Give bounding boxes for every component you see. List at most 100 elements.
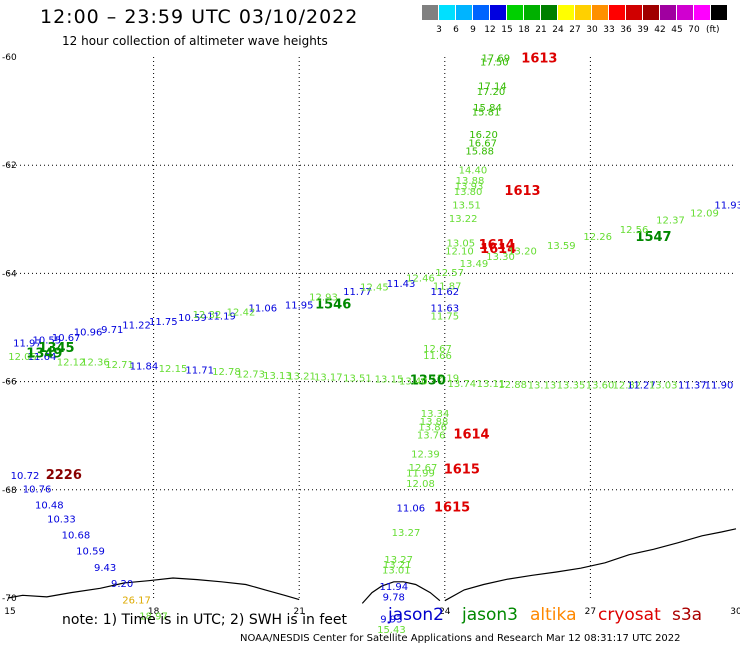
wave-height-label: 10.48 (35, 501, 64, 512)
legend-label: 15 (501, 25, 513, 35)
wave-height-label: 11.06 (396, 503, 425, 514)
legend-label: 45 (671, 25, 683, 35)
wave-height-label: 11.97 (13, 338, 42, 349)
wave-height-label: 11.64 (28, 352, 57, 363)
pass-time-label: 1345 (38, 341, 74, 356)
wave-height-label: 12.36 (81, 357, 110, 368)
wave-height-label: 13.22 (449, 214, 478, 225)
wave-height-label: 13.27 (392, 528, 421, 539)
y-tick-label: -66 (2, 378, 17, 388)
legend-label: 12 (484, 25, 496, 35)
wave-height-label: 11.27 (627, 381, 656, 392)
legend-label: 30 (586, 25, 598, 35)
wave-height-label: 13.01 (382, 566, 411, 577)
wave-height-label: 11.19 (207, 311, 236, 322)
wave-height-label: 12.71 (105, 360, 134, 371)
x-tick-label: 18 (148, 607, 160, 617)
wave-height-label: 13.20 (508, 247, 537, 258)
legend-swatch (541, 5, 557, 20)
legend-swatch (439, 5, 455, 20)
legend-swatch (592, 5, 608, 20)
y-tick-label: -62 (2, 161, 17, 171)
coastline (7, 528, 737, 604)
x-tick-label: 30 (730, 607, 740, 617)
pass-time-label: 1547 (635, 230, 671, 245)
pass-time-label: 1349 (26, 346, 62, 361)
wave-height-label: 11.37 (678, 381, 707, 392)
wave-height-label: 12.19 (430, 374, 459, 385)
wave-height-label: 12.88 (498, 380, 527, 391)
legend-swatch (490, 5, 506, 20)
legend-label: 6 (453, 25, 459, 35)
satellite-jason3: jason3 (462, 605, 518, 625)
wave-height-label: 12.15 (159, 364, 188, 375)
wave-height-label: 13.21 (383, 560, 412, 571)
satellite-cryosat: cryosat (598, 605, 661, 625)
wave-height-label: 13.49 (460, 259, 489, 270)
wave-height-label: 16.20 (469, 130, 498, 141)
x-tick-label: 27 (585, 607, 596, 617)
pass-time-label: 1546 (315, 298, 351, 313)
legend-label: 39 (637, 25, 649, 35)
wave-height-label: 12.09 (690, 209, 719, 220)
wave-height-label: 13.93 (455, 182, 484, 193)
wave-height-label: 11.84 (130, 362, 159, 373)
wave-height-label: 13.88 (420, 417, 449, 428)
wave-height-label: 13.76 (417, 430, 446, 441)
wave-height-label: 11.75 (430, 311, 459, 322)
wave-height-label: 11.66 (423, 351, 452, 362)
y-tick-label: -64 (2, 269, 17, 279)
legend-label: 70 (688, 25, 700, 35)
legend-swatch (575, 5, 591, 20)
wave-height-label: 12.56 (620, 225, 649, 236)
wave-height-label: 13.88 (456, 176, 485, 187)
wave-height-label: 17.69 (481, 53, 510, 64)
map-title: 12:00 – 23:59 UTC 03/10/2022 (40, 6, 359, 28)
satellite-s3a: s3a (672, 605, 703, 625)
legend-swatch (507, 5, 523, 20)
wave-height-label: 12.93 (309, 293, 338, 304)
wave-height-label: 11.95 (285, 301, 314, 312)
wave-height-label: 12.05 (8, 352, 37, 363)
legend-swatch (694, 5, 710, 20)
y-tick-label: -70 (2, 594, 17, 604)
axis-ticks: 15 18 21 24 27 30 -60 -62 -64 -66 -68 -70 (2, 53, 740, 617)
legend-swatch (626, 5, 642, 20)
wave-height-label: 13.21 (287, 371, 316, 382)
map-grid (8, 57, 736, 598)
wave-height-label: 13.13 (528, 381, 557, 392)
wave-height-label: 11.90 (705, 381, 734, 392)
wave-height-label: 13.27 (384, 555, 413, 566)
wave-height-label: 11.75 (149, 317, 178, 328)
wave-height-label: 12.08 (406, 479, 435, 490)
wave-height-label: 11.62 (430, 287, 459, 298)
pass-time-label: 2226 (46, 468, 82, 483)
wave-height-label: 11.43 (387, 279, 416, 290)
wave-height-label: 13.15 (375, 375, 404, 386)
legend-label: 27 (569, 25, 581, 35)
legend-swatch (711, 5, 727, 20)
legend-label: 21 (535, 25, 547, 35)
legend-swatch (643, 5, 659, 20)
wave-height-label: 16.67 (468, 138, 497, 149)
legend-swatch (677, 5, 693, 20)
map-subtitle: 12 hour collection of altimeter wave hei… (62, 34, 328, 48)
wave-height-label: 26.17 (122, 595, 151, 606)
legend-label: 18 (518, 25, 530, 35)
wave-height-label: 13.17 (314, 373, 343, 384)
pass-time-label: 1614 (453, 427, 489, 442)
legend-swatch (558, 5, 574, 20)
wave-height-label: 12.32 (193, 310, 222, 321)
wave-height-label: 13.86 (418, 422, 447, 433)
wave-height-label: 15.81 (472, 107, 501, 118)
wave-height-label: 13.05 (446, 238, 475, 249)
wave-height-label: 11.94 (379, 582, 408, 593)
wave-height-label: 13.51 (452, 201, 481, 212)
wave-height-label: 10.68 (62, 531, 91, 542)
wave-height-label: 10.59 (178, 313, 207, 324)
wave-height-label: 13.74 (447, 379, 476, 390)
legend-label: 42 (654, 25, 666, 35)
coastline-segment (7, 577, 300, 601)
pass-time-label: 1350 (410, 373, 446, 388)
